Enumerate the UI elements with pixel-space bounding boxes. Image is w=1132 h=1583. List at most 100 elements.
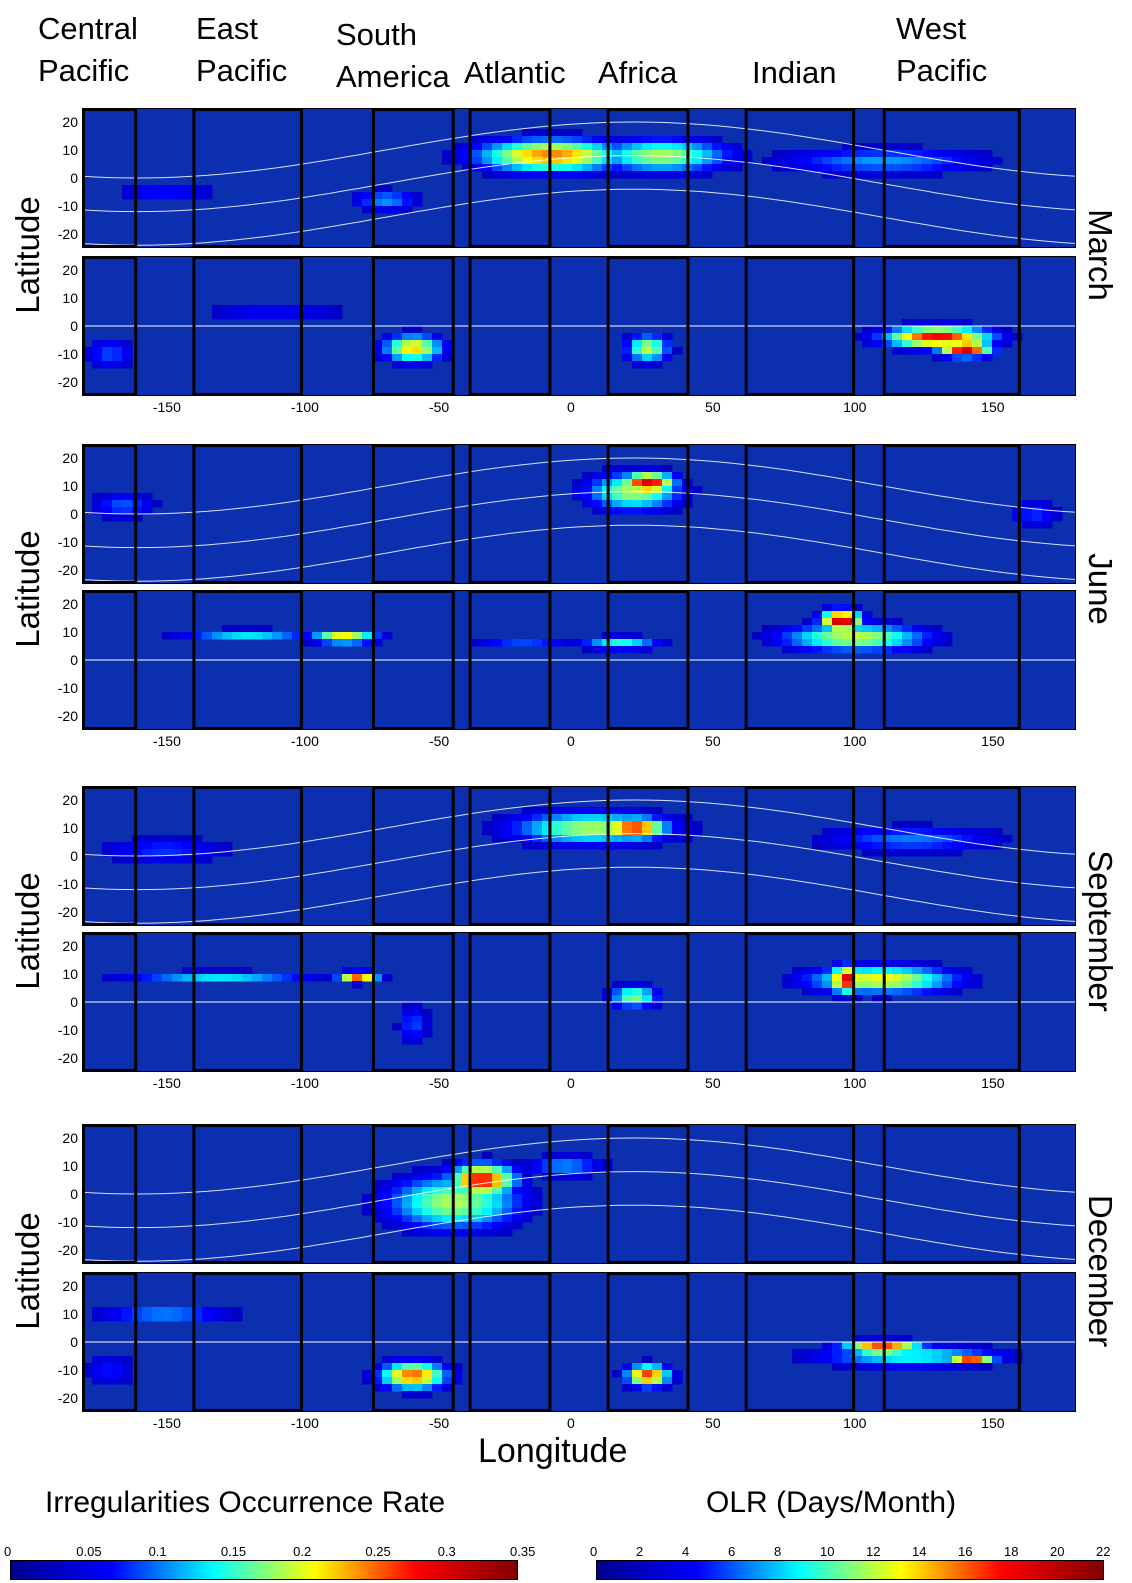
heat-cell: [352, 632, 363, 640]
heat-cell: [832, 981, 843, 989]
heat-cell: [822, 632, 833, 640]
heat-cell: [502, 1215, 513, 1223]
heat-cell: [972, 326, 983, 334]
heat-cell: [692, 157, 703, 165]
heat-cell: [642, 507, 653, 515]
heat-cell: [892, 974, 903, 982]
heat-cell: [282, 305, 293, 313]
heat-cell: [902, 319, 913, 327]
y-tick-label: 0: [70, 170, 78, 186]
heat-cell: [942, 354, 953, 362]
heat-cell: [982, 1363, 993, 1371]
heat-cell: [822, 842, 833, 850]
heat-cell: [442, 1222, 453, 1230]
heat-cell: [542, 136, 553, 144]
heat-cell: [132, 835, 143, 843]
heat-cell: [572, 807, 583, 815]
heat-cell: [892, 967, 903, 975]
heat-cell: [212, 305, 223, 313]
heat-cell: [642, 472, 653, 480]
heat-cell: [512, 171, 523, 179]
region-box: [744, 1124, 856, 1264]
heat-cell: [472, 1173, 483, 1181]
panel-border: [82, 256, 1076, 396]
heat-cell: [502, 150, 513, 158]
region-box: [192, 786, 303, 926]
heat-cell: [322, 974, 333, 982]
heat-cell: [852, 967, 863, 975]
heat-cell: [502, 136, 513, 144]
heat-cell: [752, 632, 763, 640]
heat-cell: [572, 164, 583, 172]
heat-cell: [332, 632, 343, 640]
heat-cell: [922, 157, 933, 165]
heat-cell: [462, 1201, 473, 1209]
heat-cell: [872, 1335, 883, 1343]
heat-cell: [902, 981, 913, 989]
heat-cell: [522, 136, 533, 144]
heat-cell: [522, 1215, 533, 1223]
heat-cell: [932, 981, 943, 989]
heat-cell: [622, 486, 633, 494]
heatmap-svg: [82, 256, 1076, 396]
heat-cell: [482, 1201, 493, 1209]
heat-cell: [932, 171, 943, 179]
heat-cell: [902, 157, 913, 165]
heat-cell: [102, 1363, 113, 1371]
region-box: [606, 108, 690, 248]
heat-cell: [832, 1342, 843, 1350]
heat-cell: [662, 157, 673, 165]
heat-cell: [432, 1201, 443, 1209]
heat-cell: [402, 1037, 413, 1045]
heatmap-svg: [82, 108, 1076, 248]
heat-cell: [402, 1391, 413, 1399]
heat-cell: [432, 1384, 443, 1392]
heat-cell: [892, 340, 903, 348]
heat-cell: [172, 835, 183, 843]
y-axis-label: Latitude: [9, 872, 46, 990]
heat-cell: [622, 1370, 633, 1378]
heat-cell: [862, 849, 873, 857]
heatmap-svg: [82, 444, 1076, 584]
region-box: [744, 256, 856, 396]
heat-cell: [452, 1194, 463, 1202]
heat-cell: [232, 967, 243, 975]
heat-cell: [122, 493, 133, 501]
heat-cell: [462, 1180, 473, 1188]
heat-cell: [402, 1215, 413, 1223]
heat-cell: [902, 842, 913, 850]
region-label: Atlantic: [464, 55, 566, 90]
heat-cell: [222, 967, 233, 975]
heat-cell: [962, 842, 973, 850]
heat-cell: [912, 326, 923, 334]
heat-cell: [162, 835, 173, 843]
heat-cell: [512, 1215, 523, 1223]
heat-cell: [562, 1159, 573, 1167]
heat-cell: [962, 981, 973, 989]
heat-cell: [842, 143, 853, 151]
heat-cell: [882, 960, 893, 968]
colorbar-tick-label: 0.25: [365, 1544, 391, 1559]
heat-cell: [102, 1377, 113, 1385]
heat-cell: [402, 1356, 413, 1364]
heat-cell: [932, 347, 943, 355]
heat-cell: [872, 164, 883, 172]
heat-cell: [762, 639, 773, 647]
heat-cell: [962, 828, 973, 836]
heat-cell: [592, 171, 603, 179]
heat-cell: [872, 143, 883, 151]
heat-cell: [792, 157, 803, 165]
heat-cell: [612, 639, 623, 647]
heat-cell: [532, 821, 543, 829]
heat-cell: [852, 1335, 863, 1343]
heat-cell: [282, 312, 293, 320]
heat-cell: [462, 1194, 473, 1202]
heat-cell: [402, 1222, 413, 1230]
heat-cell: [872, 171, 883, 179]
heat-cell: [572, 479, 583, 487]
heat-cell: [292, 305, 303, 313]
heat-cell: [512, 157, 523, 165]
heat-cell: [502, 1222, 513, 1230]
heat-cell: [832, 1363, 843, 1371]
heat-cell: [932, 164, 943, 172]
